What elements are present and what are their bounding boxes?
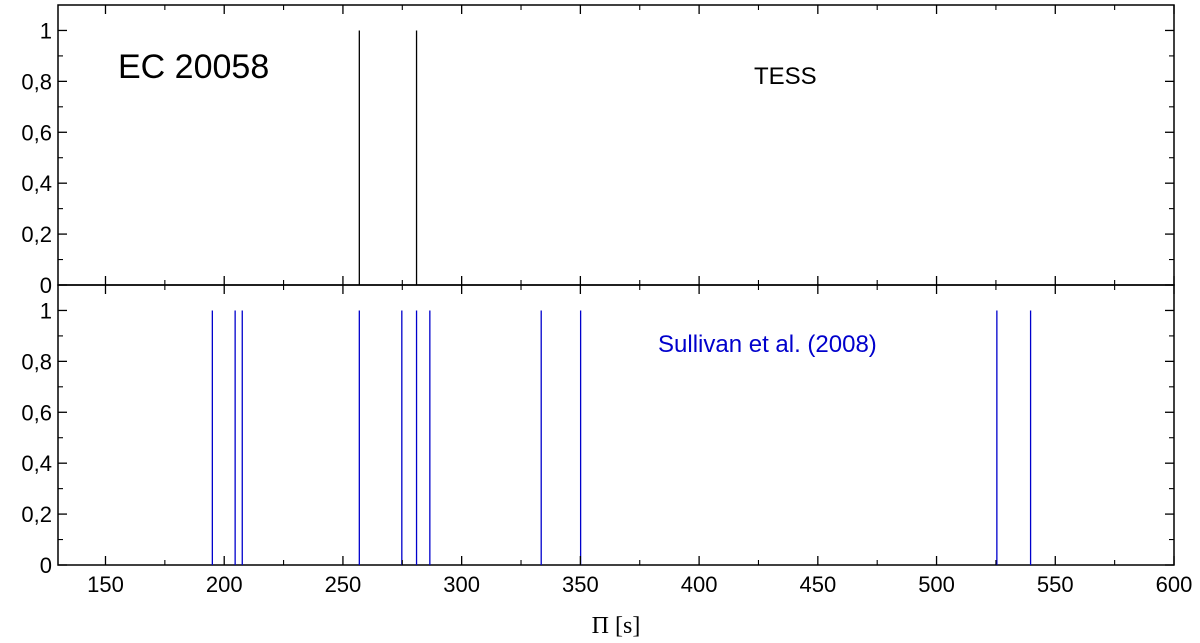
y-tick-label-top-0: 0 [40, 273, 52, 298]
x-tick-label-8: 550 [1037, 572, 1074, 597]
y-tick-label-top-2: 0,4 [21, 171, 52, 196]
chart-title: EC 20058 [118, 48, 269, 86]
y-tick-label-top-5: 1 [40, 18, 52, 43]
bottom-bars [211, 310, 1032, 565]
y-tick-label-bottom-2: 0,4 [21, 451, 52, 476]
x-tick-label-9: 600 [1156, 572, 1193, 597]
y-tick-label-top-3: 0,6 [21, 120, 52, 145]
top-bars [358, 30, 418, 285]
x-tick-label-2: 250 [325, 572, 362, 597]
y-tick-label-bottom-5: 1 [40, 298, 52, 323]
x-tick-label-3: 300 [443, 572, 480, 597]
x-tick-label-5: 400 [681, 572, 718, 597]
panel-bottom-frame [57, 284, 1175, 566]
bottom-y-axis: 0 0,2 0,4 0,6 0,8 1 [21, 298, 1174, 578]
x-tick-label-6: 450 [799, 572, 836, 597]
panel-bottom-label: Sullivan et al. (2008) [658, 331, 877, 358]
y-tick-label-bottom-3: 0,6 [21, 400, 52, 425]
x-tick-label-0: 150 [87, 572, 124, 597]
panel-bottom: 0 0,2 0,4 0,6 0,8 1 Sullivan et al. (2008) [21, 284, 1175, 578]
y-tick-label-bottom-1: 0,2 [21, 502, 52, 527]
x-tick-label-4: 350 [562, 572, 599, 597]
x-tick-label-1: 200 [206, 572, 243, 597]
top-y-axis: 0 0,2 0,4 0,6 0,8 1 [21, 18, 1174, 298]
panel-top-label: TESS [754, 63, 817, 90]
y-tick-label-bottom-0: 0 [40, 553, 52, 578]
x-axis-title: Π [s] [592, 613, 641, 639]
x-axis: 150 200 250 300 350 400 450 500 550 600 [87, 5, 1192, 597]
y-tick-label-bottom-4: 0,8 [21, 349, 52, 374]
x-tick-label-7: 500 [918, 572, 955, 597]
y-tick-label-top-4: 0,8 [21, 69, 52, 94]
y-tick-label-top-1: 0,2 [21, 222, 52, 247]
